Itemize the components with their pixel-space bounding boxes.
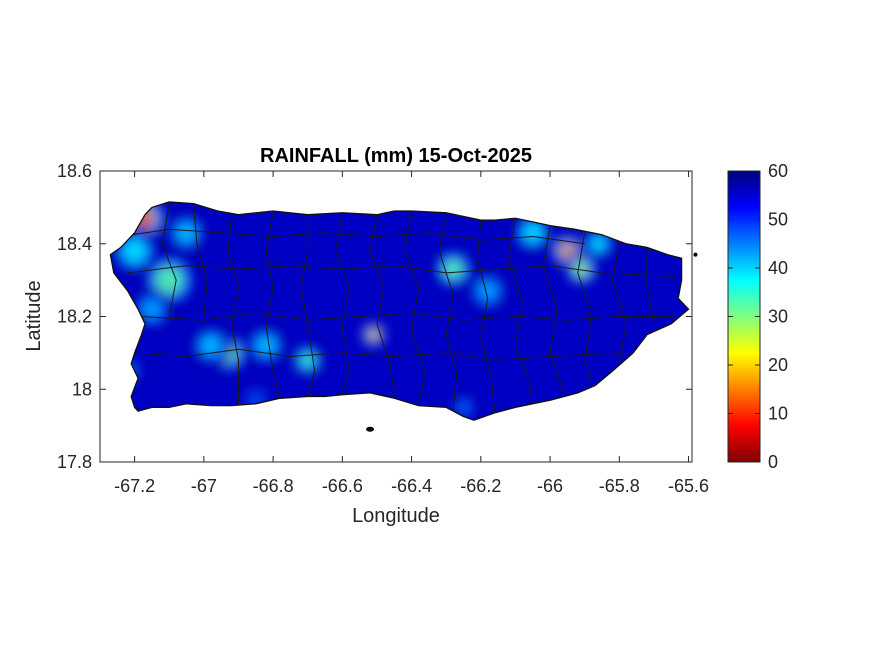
municipality-boundary [161,203,177,317]
rainfall-hotspot [367,328,380,341]
municipality-boundary [404,210,426,404]
municipality-boundary [227,214,240,404]
municipality-boundary [369,214,395,397]
rainfall-hotspot [256,335,277,356]
municipality-boundary [438,212,458,412]
colorbar: 0 10 20 30 40 50 60 [727,161,788,472]
rainfall-hotspot [176,222,197,243]
colorbar-tick-label: 0 [768,452,778,472]
caja-de-muertos-islet [366,426,375,432]
rainfall-hotspot [573,261,590,278]
rainfall-hotspot [457,401,470,414]
rainfall-hotspot [155,266,184,294]
municipality-boundary [134,348,620,361]
x-tick-label: -67 [191,476,217,496]
y-tick-label: 18.6 [57,161,92,181]
y-axis: 17.8 18 18.2 18.4 18.6 [57,161,692,472]
municipality-boundary [542,225,565,394]
x-axis-label: Longitude [352,505,440,527]
x-tick-label: -66.6 [322,476,363,496]
colorbar-tick-label: 10 [768,404,788,424]
municipality-boundary [193,203,208,317]
colorbar-ticks: 0 10 20 30 40 50 60 [728,161,788,472]
rainfall-hotspot [590,235,607,252]
rainfall-hotspot [122,239,147,263]
municipality-boundary [507,218,534,404]
colorbar-tick-label: 60 [768,161,788,181]
municipality-boundaries [120,203,675,412]
municipality-boundary [265,210,281,401]
x-tick-label: -66 [537,476,563,496]
y-tick-label: 18.4 [57,234,92,254]
municipality-boundary [141,312,675,321]
x-tick-label: -66.8 [253,476,294,496]
rainfall-hotspot [141,299,162,320]
rainfall-hotspot [200,335,221,356]
rainfall-hotspot [477,281,498,301]
rainfall-hotspot [522,222,543,243]
x-axis: -67.2 -67 -66.8 -66.6 -66.4 -66.2 -66 -65.8 -65.… [114,171,709,496]
colorbar-tick-label: 40 [768,258,788,278]
x-tick-label: -65.6 [668,476,709,496]
municipality-boundary [646,247,655,324]
municipality-boundary [611,240,627,364]
map-title: RAINFALL (mm) 15-Oct-2025 [260,145,532,167]
municipality-boundary [120,228,585,245]
municipality-boundary [334,212,350,394]
island-base-fill [110,201,689,421]
y-tick-label: 18 [72,379,92,399]
small-islet [693,252,698,257]
x-tick-label: -66.4 [391,476,432,496]
x-tick-label: -66.2 [460,476,501,496]
x-tick-label: -67.2 [114,476,155,496]
colorbar-tick-label: 50 [768,210,788,230]
island-coastline [109,201,690,421]
y-tick-label: 18.2 [57,307,92,327]
colorbar-gradient [727,170,761,463]
colorbar-tick-label: 20 [768,355,788,375]
x-tick-label: -65.8 [599,476,640,496]
colorbar-tick-label: 30 [768,307,788,327]
municipality-boundary [300,214,316,397]
rainfall-hotspot [299,352,316,369]
y-axis-label: Latitude [23,280,45,351]
y-tick-label: 17.8 [57,452,92,472]
rainfall-hotspot [443,259,464,280]
municipality-boundary [127,265,675,277]
municipality-boundary [577,232,593,383]
